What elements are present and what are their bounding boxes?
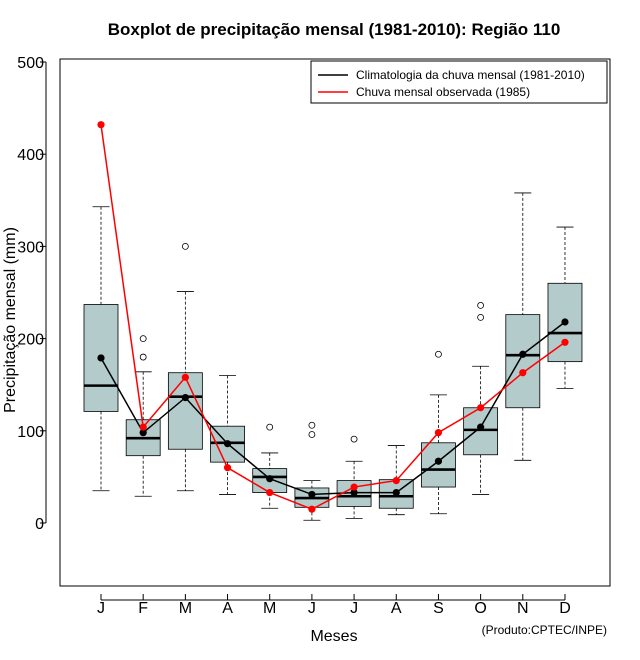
outlier-point (308, 421, 316, 429)
y-tick-label: 500 (17, 55, 44, 72)
series-point-0 (350, 488, 358, 497)
outlier-point (181, 242, 189, 250)
x-tick-label: A (222, 600, 233, 617)
boxes-layer (83, 192, 583, 521)
series-point-0 (561, 318, 569, 326)
x-tick-label: J (350, 600, 358, 617)
series-point-1 (392, 476, 400, 485)
box-5 (294, 421, 330, 521)
series-point-0 (266, 475, 274, 483)
box-2 (167, 242, 203, 492)
box-rect (505, 314, 541, 409)
series-point-0 (139, 429, 147, 437)
y-tick-label: 0 (35, 516, 44, 533)
y-tick-label: 400 (17, 147, 44, 164)
y-axis: 0 100 200 300 400 500 (17, 55, 47, 533)
box-8 (421, 350, 456, 515)
outlier-point (139, 335, 147, 343)
outlier-point (266, 423, 274, 431)
series-point-1 (519, 369, 527, 377)
chart-title: Boxplot de precipitação mensal (1981-201… (108, 20, 561, 39)
box-1 (125, 335, 161, 497)
outlier-point (477, 313, 485, 321)
series-point-1 (350, 483, 358, 491)
plot-frame (59, 58, 611, 587)
outlier-point (350, 435, 358, 443)
series-point-1 (308, 505, 316, 513)
series-point-1 (181, 373, 189, 381)
box-11 (547, 226, 583, 389)
x-tick-label: O (474, 600, 486, 617)
series-point-1 (266, 488, 274, 497)
series-point-0 (519, 350, 527, 358)
box-10 (505, 192, 541, 461)
box-0 (83, 206, 119, 492)
box-9 (463, 302, 499, 495)
legend-label: Chuva mensal observada (1985) (356, 85, 530, 99)
x-tick-label: M (179, 600, 192, 617)
series-point-1 (139, 423, 147, 431)
outlier-point (308, 431, 316, 438)
legend: Climatologia da chuva mensal (1981-2010)… (310, 60, 608, 104)
series-point-1 (561, 338, 569, 346)
x-tick-label: S (433, 600, 444, 617)
series-point-0 (181, 394, 189, 402)
series-point-0 (308, 490, 316, 499)
series-point-1 (434, 429, 443, 437)
x-tick-label: A (391, 600, 402, 617)
series-point-0 (434, 457, 443, 465)
legend-box (310, 60, 608, 104)
series-line-1 (100, 124, 566, 510)
series-line-0 (100, 321, 566, 496)
box-rect (463, 407, 499, 456)
y-tick-label: 200 (17, 332, 44, 349)
box-3 (210, 375, 245, 495)
outlier-point (435, 350, 442, 358)
x-tick-label: J (308, 600, 316, 617)
series-point-0 (223, 440, 232, 448)
x-axis-label: Meses (310, 628, 357, 645)
y-tick-label: 300 (17, 239, 44, 256)
x-tick-label: N (517, 600, 529, 617)
credit-text: (Produto:CPTEC/INPE) (482, 623, 607, 637)
x-tick-label: F (138, 600, 148, 617)
x-tick-label: J (97, 600, 105, 617)
box-rect (421, 442, 456, 488)
series-point-0 (97, 354, 105, 362)
series-point-1 (223, 464, 232, 472)
y-tick-label: 100 (17, 424, 44, 441)
x-tick-label: M (263, 600, 276, 617)
legend-label: Climatologia da chuva mensal (1981-2010) (356, 68, 585, 82)
outlier-point (139, 353, 147, 361)
x-tick-label: D (559, 600, 571, 617)
series-point-1 (97, 121, 105, 129)
series-point-1 (477, 404, 485, 412)
series-point-0 (477, 423, 485, 431)
outlier-point (477, 302, 485, 309)
y-axis-label: Precipitação mensal (mm) (2, 227, 19, 413)
box-6 (336, 435, 372, 519)
series-layer (97, 121, 569, 513)
series-point-0 (392, 488, 400, 497)
